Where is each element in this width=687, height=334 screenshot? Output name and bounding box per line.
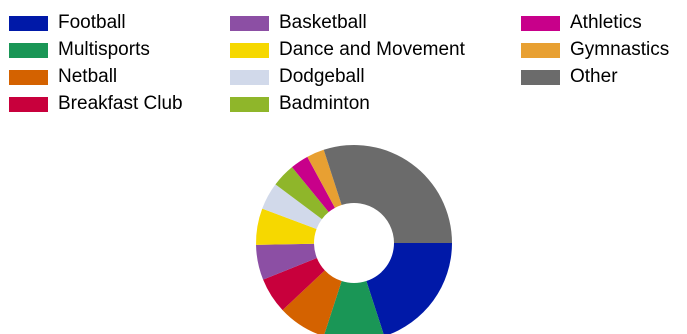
legend-swatch bbox=[521, 43, 560, 58]
donut-slice-athletics bbox=[292, 156, 335, 213]
donut-slice-badminton bbox=[275, 167, 329, 220]
donut-slice-gymnastics bbox=[307, 149, 342, 208]
legend-label: Football bbox=[58, 12, 126, 33]
legend-label: Athletics bbox=[570, 12, 642, 33]
legend-label: Other bbox=[570, 66, 618, 87]
legend-swatch bbox=[230, 97, 269, 112]
legend-swatch bbox=[521, 16, 560, 31]
legend-label: Netball bbox=[58, 66, 118, 87]
legend-label: Breakfast Club bbox=[58, 93, 183, 114]
legend-swatch bbox=[230, 43, 269, 58]
donut-slice-multisports bbox=[324, 281, 384, 334]
legend-label: Dodgeball bbox=[279, 66, 365, 87]
donut-slice-other bbox=[323, 145, 452, 243]
legend-swatch bbox=[230, 16, 269, 31]
legend-swatch bbox=[521, 70, 560, 85]
donut-slice-dodgeball bbox=[262, 184, 322, 229]
donut-slice-basketball bbox=[256, 243, 317, 280]
legend-label: Basketball bbox=[279, 12, 367, 33]
legend-label: Multisports bbox=[58, 39, 150, 60]
legend-label: Badminton bbox=[279, 93, 370, 114]
legend-swatch bbox=[9, 16, 48, 31]
donut-slice-dance-and-movement bbox=[256, 208, 317, 245]
legend-swatch bbox=[9, 97, 48, 112]
legend-swatch bbox=[9, 43, 48, 58]
donut-slice-football bbox=[366, 243, 452, 334]
legend-swatch bbox=[9, 70, 48, 85]
legend-swatch bbox=[230, 70, 269, 85]
legend-label: Gymnastics bbox=[570, 39, 670, 60]
legend-label: Dance and Movement bbox=[279, 39, 465, 60]
donut-slice-netball bbox=[282, 270, 342, 334]
donut-slice-breakfast-club bbox=[263, 257, 325, 311]
